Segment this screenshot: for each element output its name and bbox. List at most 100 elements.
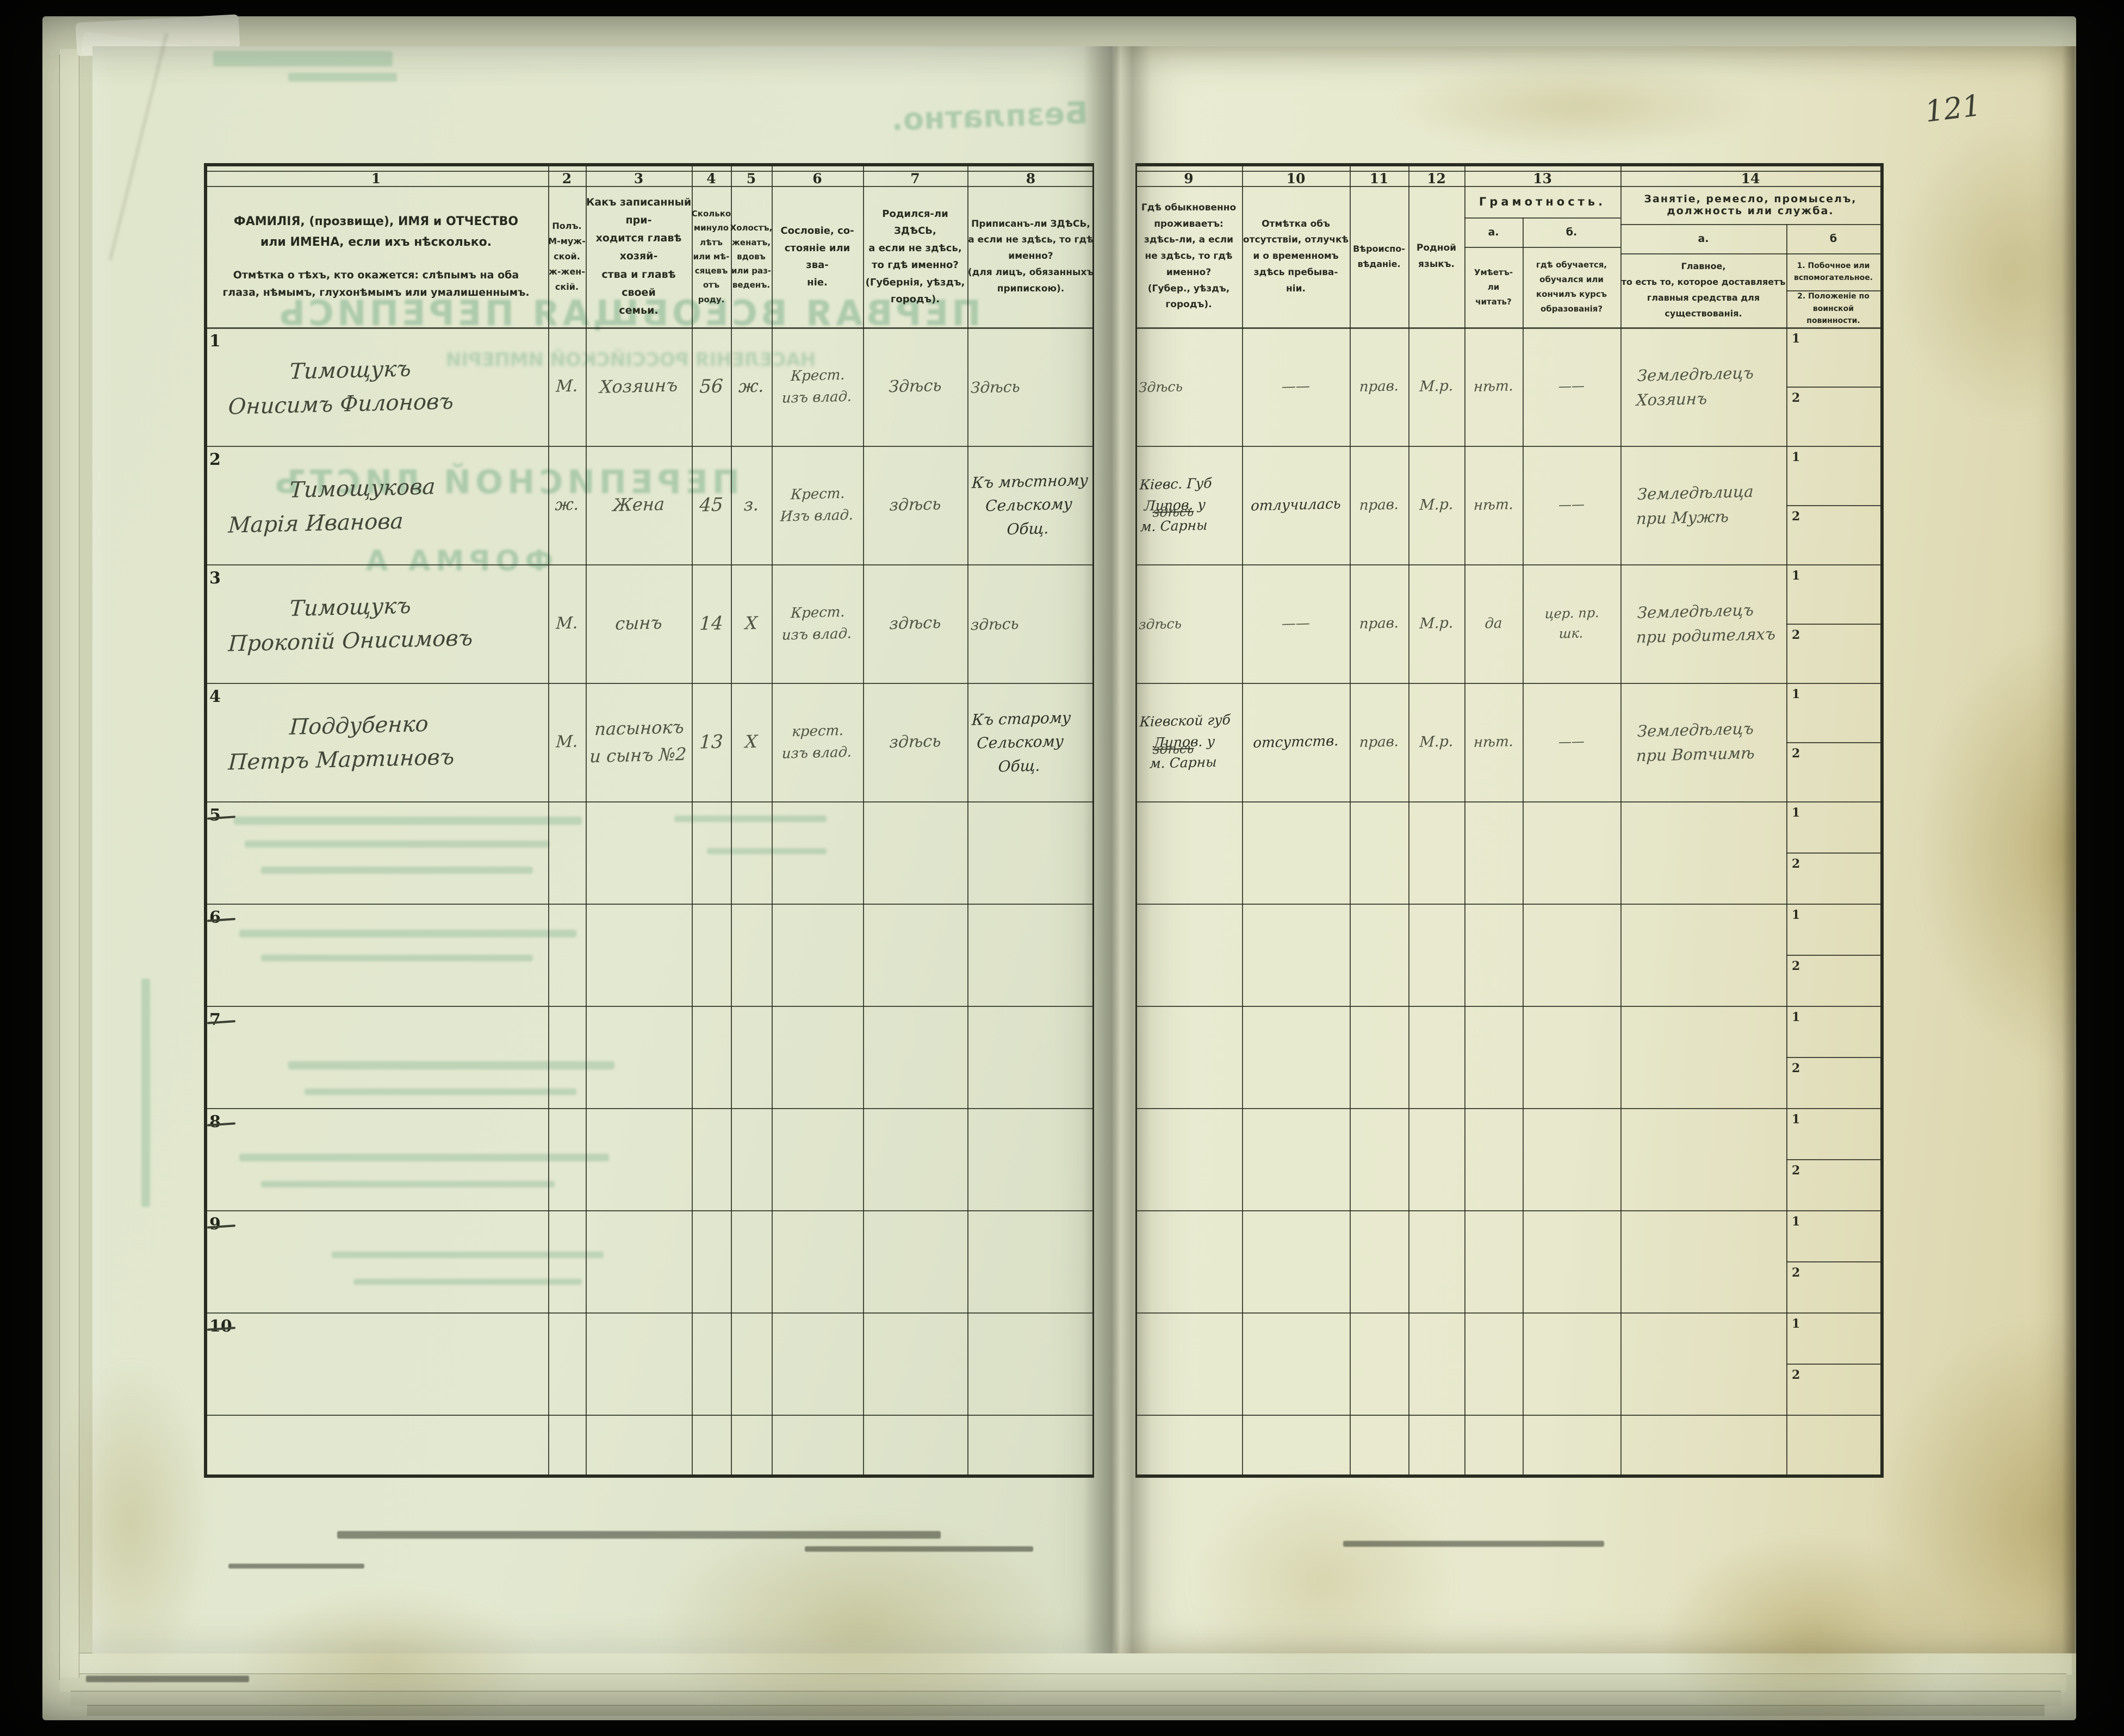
table-line xyxy=(1786,955,1880,956)
cell-name-row-2: Тимощукова Марія Иванова xyxy=(227,474,436,538)
table-line xyxy=(1786,387,1880,388)
column-header-3: Какъ записанный при- ходится главѣ хозяй… xyxy=(586,196,692,317)
row-number: 6 xyxy=(209,908,221,927)
table-line xyxy=(1620,224,1880,225)
table-line xyxy=(1135,1108,1884,1109)
literacy-sub-b: б. xyxy=(1566,226,1578,238)
column-header-1: ФАМИЛІЯ, (прозвище), ИМЯ и ОТЧЕСТВО или … xyxy=(204,186,548,327)
cell-relation-row-4: пасынокъ и сынъ №2 xyxy=(589,717,687,767)
cell-language-row-3: М.р. xyxy=(1419,614,1454,632)
table-line xyxy=(204,1312,1094,1314)
table-line xyxy=(1464,166,1465,1474)
table-line xyxy=(204,1006,1094,1007)
cell-sex-row-2: ж. xyxy=(554,495,580,515)
cell-estate-row-1: Крест. изъ влад. xyxy=(781,366,852,407)
table-line xyxy=(586,166,587,1474)
column-number: 14 xyxy=(1741,170,1760,186)
table-line xyxy=(1135,1210,1884,1211)
column-header-9: Гдѣ обыкновенно проживаетъ: здѣсь-ли, а … xyxy=(1141,202,1237,310)
sub-row-label: 1 xyxy=(1792,908,1800,922)
cell-occupation-row-4: Земледѣлецъ при Вотчимѣ xyxy=(1636,719,1755,766)
cell-marital-row-4: Х xyxy=(744,731,758,752)
sheet-edge-left xyxy=(44,54,60,1680)
sub-row-label: 2 xyxy=(1792,1163,1800,1178)
cell-language-row-4: М.р. xyxy=(1419,733,1454,751)
column-number: 13 xyxy=(1533,170,1552,186)
cell-absence-row-1: —— xyxy=(1281,378,1311,395)
table-line xyxy=(204,171,1094,172)
table-frame-left xyxy=(204,163,1094,1478)
cell-marital-row-2: з. xyxy=(743,494,760,515)
sub-row-label: 1 xyxy=(1792,1215,1800,1229)
table-line xyxy=(1350,166,1351,1474)
column-number: 10 xyxy=(1286,170,1306,186)
table-line xyxy=(1464,217,1620,219)
occupation-sub-a: а. xyxy=(1698,233,1709,245)
sub-row-label: 2 xyxy=(1792,391,1800,405)
sub-row-label: 1 xyxy=(1792,687,1800,701)
table-line xyxy=(1786,742,1880,743)
column-number: 9 xyxy=(1184,170,1194,186)
column-number: 5 xyxy=(746,170,756,186)
sub-row-label: 2 xyxy=(1792,1061,1800,1075)
occupation-a-label: Главное, то есть то, которое доставляетъ… xyxy=(1621,261,1786,319)
sheet-edge xyxy=(87,1705,2045,1716)
cell-registered-row-4: Къ старому Сельскому Общ. xyxy=(971,708,1072,776)
table-line xyxy=(204,446,1094,447)
cell-literacy_a-row-1: нѣт. xyxy=(1473,377,1514,395)
table-line xyxy=(204,1108,1094,1109)
table-line xyxy=(204,801,1094,802)
cell-born-row-1: Здѣсь xyxy=(888,376,942,396)
cell-estate-row-3: Крест. изъ влад. xyxy=(781,603,852,644)
cell-age-row-4: 13 xyxy=(699,731,724,754)
row-number: 7 xyxy=(209,1010,221,1029)
table-line xyxy=(1786,224,1787,1474)
census-table: 1 2 3 4 5 6 7 8 9 10 11 12 13 14 ФАМИЛІЯ, (прозвище), … xyxy=(204,163,1884,1478)
column-number: 4 xyxy=(706,170,716,186)
row-number: 10 xyxy=(209,1317,232,1336)
struck-word: здѣсь xyxy=(1152,503,1195,520)
cell-language-row-2: М.р. xyxy=(1419,496,1454,514)
cell-name-row-1: Тимощукъ Онисимъ Филоновъ xyxy=(227,356,455,420)
table-line xyxy=(967,166,968,1474)
row-number: 4 xyxy=(209,687,221,706)
column-header-7: Родился-ли ЗДѢСЬ, а если не здѣсь, то гд… xyxy=(865,208,965,306)
table-frame-right xyxy=(1135,163,1884,1478)
sub-row-label: 1 xyxy=(1792,450,1800,464)
cell-relation-row-3: сынъ xyxy=(614,612,663,634)
occupation-b1-label: 1. Побочное или вспомогательное. xyxy=(1793,261,1873,282)
table-line xyxy=(204,1210,1094,1211)
cell-resides-row-1: Здѣсь xyxy=(1138,378,1183,395)
left-page xyxy=(92,46,1115,1653)
table-line xyxy=(1786,1057,1880,1058)
column-header-4: Сколько минуло лѣтъ или мѣ- сяцевъ отъ р… xyxy=(691,209,731,304)
table-line xyxy=(1135,1006,1884,1007)
table-line xyxy=(548,166,549,1474)
column-header-1-main: ФАМИЛІЯ, (прозвище), ИМЯ и ОТЧЕСТВО или … xyxy=(233,215,519,249)
table-line xyxy=(1135,171,1884,172)
table-line xyxy=(1786,1261,1880,1262)
row-number: 2 xyxy=(209,450,221,469)
cell-born-row-2: здѣсь xyxy=(889,494,942,515)
literacy-a-label: Умѣетъ- ли читать? xyxy=(1474,267,1513,307)
right-edge-shadow xyxy=(2062,46,2076,1653)
sub-row-label: 2 xyxy=(1792,1368,1800,1382)
table-line xyxy=(204,683,1094,684)
column-number: 2 xyxy=(562,170,572,186)
column-number: 12 xyxy=(1427,170,1446,186)
cell-absence-row-2: отлучилась xyxy=(1250,495,1342,514)
cell-name-row-4: Поддубенко Петръ Мартиновъ xyxy=(227,711,455,775)
cell-occupation-row-3: Земледѣлецъ при родителяхъ xyxy=(1636,600,1776,647)
cell-registered-row-2: Къ мѣстному Сельскому Общ. xyxy=(971,471,1089,538)
cell-literacy_b-row-4: —— xyxy=(1558,733,1585,750)
table-line xyxy=(1135,446,1884,447)
cell-faith-row-3: прав. xyxy=(1359,614,1399,632)
table-line xyxy=(692,166,693,1474)
column-number: 3 xyxy=(634,170,644,186)
table-line xyxy=(1135,683,1884,684)
cell-literacy_a-row-4: нѣт. xyxy=(1473,733,1514,751)
table-line xyxy=(1620,253,1880,254)
column-header-10: Отмѣтка объ отсутствіи, отлучкѣ и о врем… xyxy=(1243,218,1349,294)
column-number: 7 xyxy=(910,170,920,186)
table-line xyxy=(204,904,1094,905)
